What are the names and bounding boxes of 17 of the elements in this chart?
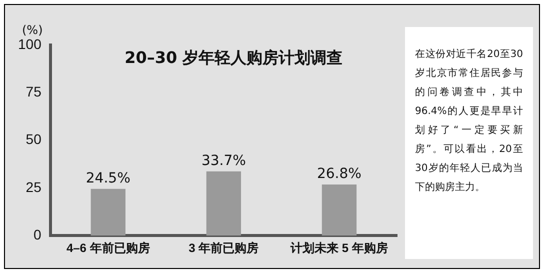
x-tick-label: 3 年前已购房 xyxy=(188,241,259,256)
y-tick-label: 75 xyxy=(26,84,42,100)
x-tick-label: 4–6 年前已购房 xyxy=(66,241,150,256)
data-label: 24.5% xyxy=(86,170,130,187)
bar xyxy=(206,171,242,236)
y-tick-label: 0 xyxy=(34,226,42,242)
bar xyxy=(90,188,126,236)
bar xyxy=(322,184,357,236)
y-axis-title: (%) xyxy=(22,23,43,38)
x-tick-label: 计划未来 5 年购房 xyxy=(290,241,388,256)
text: 在这份对近千名20至30岁北京市常住居民参与的问卷调查中，其中96.4%的人更是早早计划好了“一定要买新房”。可以看出，20至30岁的年轻人已成为当下的购房主力。 xyxy=(405,27,533,259)
y-tick-label: 50 xyxy=(26,131,42,148)
y-tick-label: 25 xyxy=(26,178,42,195)
data-label: 33.7% xyxy=(201,153,246,170)
chart-title: 20–30 岁年轻人购房计划调查 xyxy=(124,48,343,68)
data-label: 26.8% xyxy=(316,166,362,182)
y-tick-label: 100 xyxy=(18,36,42,52)
